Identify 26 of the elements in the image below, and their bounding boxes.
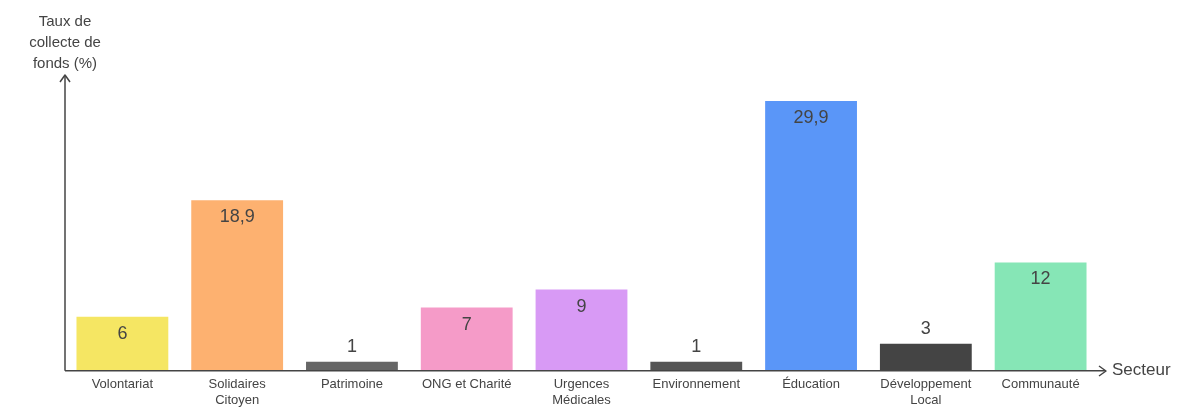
data-label: 1 — [346, 335, 357, 356]
x-tick-label: Volontariat — [91, 376, 154, 392]
data-label: 29,9 — [793, 106, 829, 127]
x-tick-label: Patrimoine — [320, 376, 384, 392]
x-tick-label: Solidaires Citoyen — [208, 376, 267, 407]
x-axis-title: Secteur — [1112, 360, 1171, 380]
bar — [535, 289, 628, 371]
bar — [420, 307, 513, 371]
data-label: 3 — [920, 317, 931, 338]
x-tick-label: Environnement — [652, 376, 741, 392]
y-axis-title: Taux de collecte de fonds (%) — [29, 12, 101, 71]
x-tick-label: Urgences Médicales — [552, 376, 612, 407]
data-label: 6 — [117, 322, 128, 343]
x-tick-label: ONG et Charité — [421, 376, 512, 392]
x-tick-label: Communauté — [1001, 376, 1080, 392]
data-label: 12 — [1030, 268, 1051, 289]
data-label: 7 — [461, 313, 472, 334]
data-label: 9 — [576, 295, 587, 316]
x-tick-label: Développement Local — [880, 376, 972, 407]
bar — [765, 100, 857, 371]
bar — [994, 262, 1087, 371]
data-label: 18,9 — [219, 206, 255, 227]
bar — [191, 200, 284, 371]
bar — [76, 316, 169, 371]
x-tick-label: Éducation — [782, 376, 840, 392]
data-label: 1 — [691, 335, 702, 356]
